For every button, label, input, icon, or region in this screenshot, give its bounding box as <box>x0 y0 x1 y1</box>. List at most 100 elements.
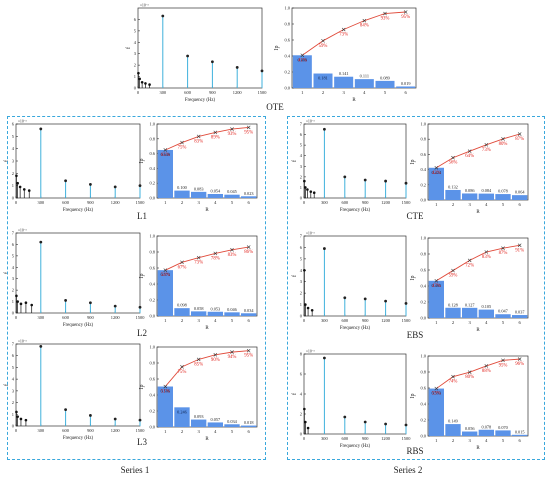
harmonic-point <box>138 305 142 309</box>
cumulative-label: 41% <box>298 58 307 63</box>
cumulative-marker <box>434 165 439 170</box>
bar-2 <box>174 407 190 427</box>
harmonic-point <box>343 415 347 419</box>
bar-value-label: 0.054 <box>210 189 221 194</box>
bar-value-label: 0.015 <box>515 429 525 434</box>
x-tick-label: 2 <box>322 90 325 95</box>
y-tick-label: 0.4 <box>285 54 291 59</box>
cumulative-marker <box>213 353 218 357</box>
y-tick-label: 1 <box>300 302 302 307</box>
x-tick-label: 600 <box>62 315 69 320</box>
energy-ote: 0.0 0.2 0.4 0.6 0.8 1.0 0.409 1 0.181 2 0.141 3 0.11… <box>274 6 417 103</box>
cumulative-label: 42% <box>432 171 441 176</box>
bar-6 <box>512 195 528 200</box>
y-tick-label: 0.6 <box>421 152 427 157</box>
x-tick-label: 3 <box>198 429 201 434</box>
x-tick-label: 4 <box>485 320 488 325</box>
bar-4 <box>478 429 494 436</box>
x-tick-label: 0 <box>15 200 18 205</box>
cumulative-marker <box>451 268 455 273</box>
y-axis-label: f <box>3 384 10 386</box>
y-tick-label: 0.8 <box>150 361 156 366</box>
cumulative-label: 80% <box>465 375 474 380</box>
x-tick-label: 600 <box>342 200 349 205</box>
x-tick-label: 600 <box>342 318 349 323</box>
harmonic-point <box>404 181 408 185</box>
bar-value-label: 0.111 <box>360 74 369 79</box>
cumulative-label: 80% <box>499 142 508 147</box>
x-tick-label: 600 <box>184 90 191 95</box>
y-tick-label: 0 <box>12 196 15 201</box>
cumulative-marker <box>213 130 218 135</box>
bar-value-label: 0.053 <box>210 306 220 311</box>
y-tick-label: 1.0 <box>150 122 156 127</box>
x-axis-label: R <box>476 446 480 451</box>
bar-3 <box>462 307 478 318</box>
bar-4 <box>354 79 374 88</box>
bar-value-label: 0.100 <box>177 185 187 190</box>
cumulative-marker <box>180 260 184 265</box>
cumulative-label: 86% <box>244 250 253 255</box>
cumulative-marker <box>501 137 505 141</box>
x-axis-label: Frequency (Hz) <box>340 444 371 449</box>
cumulative-label: 87% <box>499 251 508 256</box>
y-tick-label: 0.8 <box>285 22 291 27</box>
bar-1 <box>428 167 444 200</box>
x-tick-label: 1500 <box>136 428 146 433</box>
y-tick-label: 0.0 <box>421 316 427 321</box>
y-tick-label: 0.8 <box>421 137 427 142</box>
x-axis-label: R <box>476 210 480 215</box>
cumulative-marker <box>246 245 251 249</box>
cumulative-marker <box>321 38 325 43</box>
cumulative-label: 96% <box>515 362 524 367</box>
x-tick-label: 4 <box>363 90 366 95</box>
x-tick-label: 3 <box>198 200 201 205</box>
bar-value-label: 0.181 <box>318 76 328 81</box>
harmonic-point <box>363 178 367 182</box>
y-tick-label: 0.4 <box>150 393 156 398</box>
bar-5 <box>375 80 395 88</box>
bar-value-label: 0.128 <box>448 302 458 307</box>
x-axis-label: R <box>476 328 480 333</box>
group-label-rbs: RBS <box>406 446 424 456</box>
x-tick-label: 1 <box>164 200 167 205</box>
y-tick-label: 3 <box>12 276 15 281</box>
x-axis-label: Frequency (Hz) <box>63 323 94 328</box>
cumulative-marker <box>180 140 184 145</box>
cumulative-marker <box>517 243 522 248</box>
cumulative-line <box>302 11 406 56</box>
y-tick-label: 0.6 <box>421 268 427 273</box>
cumulative-label: 64% <box>465 154 474 159</box>
y-tick-label: 0.4 <box>421 284 427 289</box>
harmonic-point <box>384 179 387 183</box>
y-axis-label: f <box>291 275 298 277</box>
cumulative-line <box>436 358 520 389</box>
lowfreq-point <box>306 188 309 191</box>
lowfreq-point <box>16 300 19 303</box>
x-axis-label: Frequency (Hz) <box>185 98 216 103</box>
cumulative-label: 58% <box>161 273 170 278</box>
harmonic-point <box>138 184 142 188</box>
y-exponent: ×10⁻³ <box>306 350 316 354</box>
cumulative-label: 56% <box>449 161 458 166</box>
y-axis-label: Ip <box>139 274 145 279</box>
cumulative-label: 83% <box>228 253 237 258</box>
x-tick-label: 4 <box>485 202 488 207</box>
lowfreq-point <box>138 77 141 81</box>
cumulative-marker <box>517 132 522 136</box>
x-tick-label: 900 <box>362 200 369 205</box>
y-tick-label: 2 <box>12 171 14 176</box>
x-tick-label: 2 <box>181 318 184 323</box>
spectrum-l1: 0 300 600 900 1200 1500 0 1 2 3 4 5 6 ×10⁻³ f Frequency… <box>3 120 145 214</box>
y-tick-label: 1.0 <box>421 354 427 359</box>
y-tick-label: 7 <box>12 231 15 236</box>
bar-value-label: 0.037 <box>515 310 526 315</box>
cumulative-label: 67% <box>178 265 187 270</box>
bar-4 <box>478 309 494 318</box>
lowfreq-point <box>306 426 310 430</box>
bar-5 <box>224 312 240 316</box>
cumulative-marker <box>246 348 251 353</box>
bar-value-label: 0.058 <box>194 306 204 311</box>
y-tick-label: 7 <box>12 342 15 347</box>
x-tick-label: 1 <box>164 429 167 434</box>
